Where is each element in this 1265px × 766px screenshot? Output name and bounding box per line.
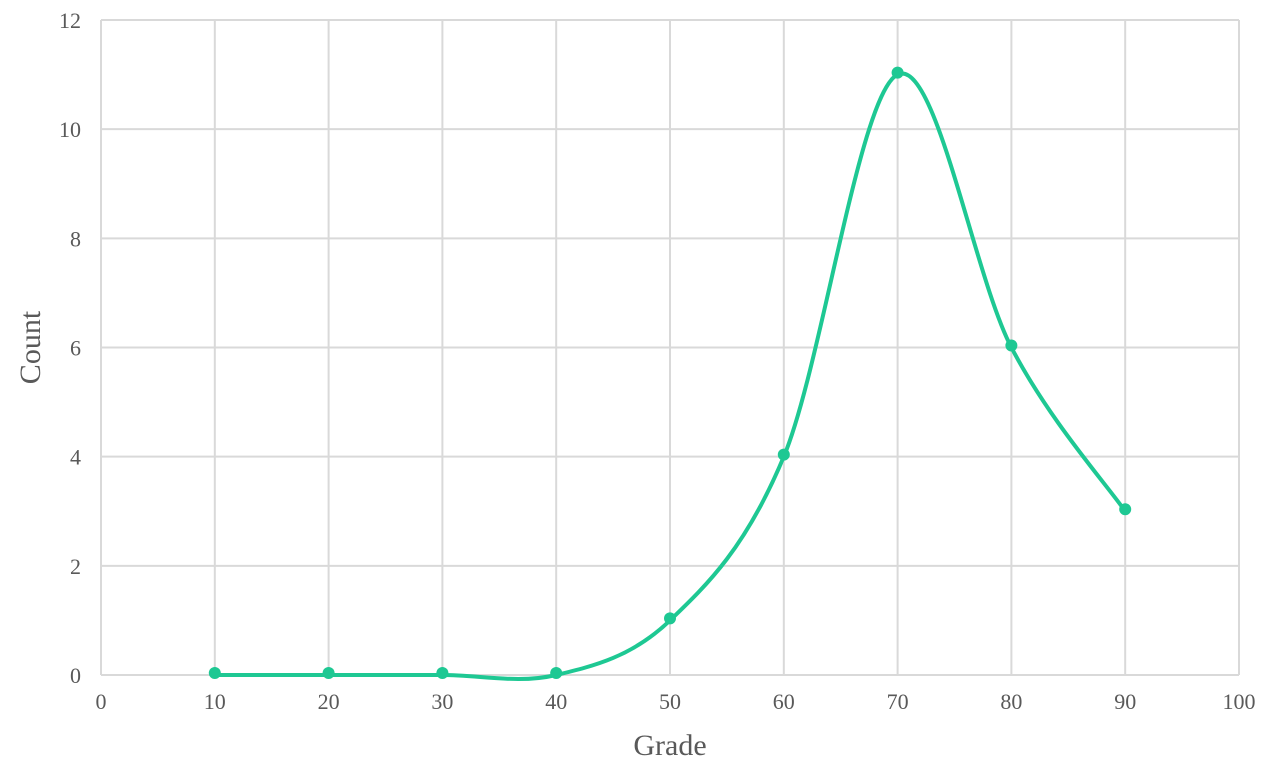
x-tick-label: 30 [431, 689, 453, 714]
x-tick-label: 50 [659, 689, 681, 714]
y-tick-label: 0 [70, 663, 81, 688]
data-point [1119, 503, 1132, 516]
y-tick-label: 6 [70, 336, 81, 361]
data-point [550, 667, 563, 679]
data-point [891, 66, 904, 79]
data-point [777, 448, 790, 461]
x-axis-title: Grade [633, 729, 706, 762]
series-line [214, 71, 1127, 682]
data-point [322, 667, 335, 679]
y-tick-label: 2 [70, 554, 81, 579]
x-tick-label: 40 [545, 689, 567, 714]
x-tick-label: 70 [887, 689, 909, 714]
y-tick-label: 8 [70, 226, 81, 251]
gridlines [101, 19, 1240, 675]
x-tick-label: 100 [1223, 689, 1256, 714]
x-tick-label: 90 [1114, 689, 1136, 714]
series-layer [208, 66, 1132, 682]
y-tick-label: 10 [59, 117, 81, 142]
data-point [208, 667, 221, 679]
y-axis-title: Count [14, 310, 47, 384]
x-tick-label: 80 [1000, 689, 1022, 714]
data-point [436, 667, 449, 679]
y-tick-label: 4 [70, 445, 81, 470]
x-tick-label: 60 [773, 689, 795, 714]
tick-labels: 0 10 20 30 40 50 60 70 80 90 100 0 2 4 6 8 10 12 [59, 8, 1256, 714]
x-tick-label: 20 [318, 689, 340, 714]
y-tick-label: 12 [59, 8, 81, 33]
data-point [664, 612, 676, 625]
x-tick-label: 0 [96, 689, 107, 714]
x-tick-label: 10 [204, 689, 226, 714]
data-point [1005, 339, 1018, 352]
